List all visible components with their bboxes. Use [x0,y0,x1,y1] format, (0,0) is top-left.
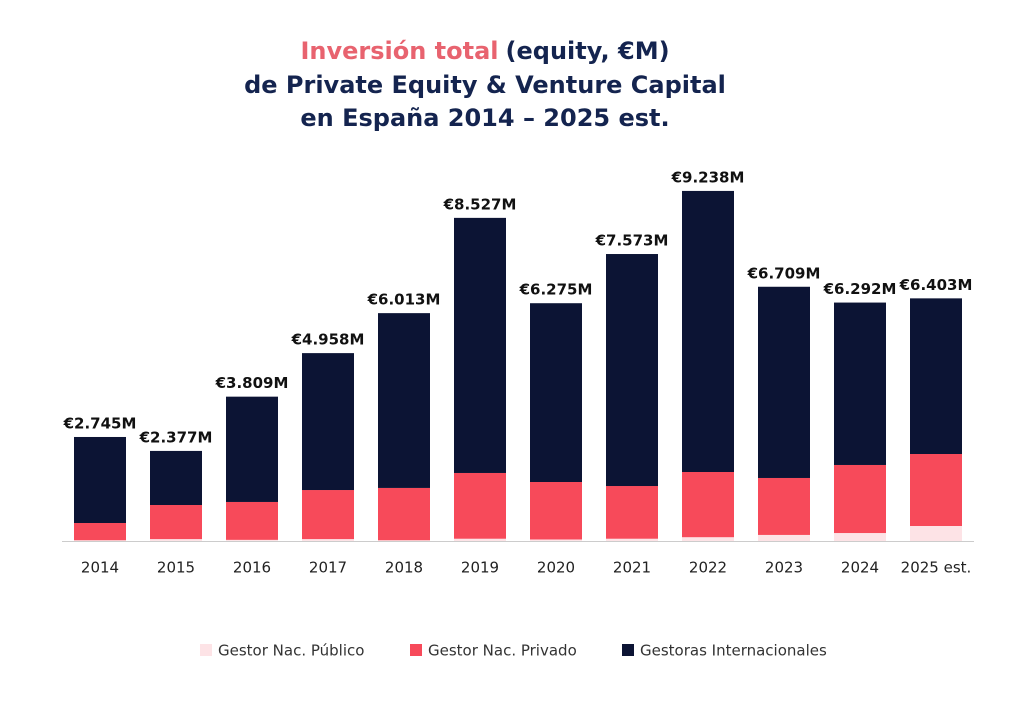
chart-title: Inversión total (equity, €M) [300,37,669,65]
bar-segment [150,450,202,505]
bar-segment [74,436,126,523]
x-tick-label: 2016 [233,559,271,577]
x-tick-label: 2018 [385,559,423,577]
bar-segment [682,471,734,538]
bar-segment [226,396,278,502]
bar-segment [150,539,202,541]
legend-label: Gestor Nac. Privado [428,642,577,660]
bar-segment [834,464,886,534]
chart-title: de Private Equity & Venture Capital [244,71,726,99]
bar-segment [834,533,886,541]
x-tick-label: 2015 [157,559,195,577]
bar-segment [150,505,202,540]
title-highlight: Inversión total [300,37,498,65]
bar-segment [834,302,886,465]
x-tick-label: 2023 [765,559,803,577]
total-label: €6.403M [899,276,973,294]
bar-segment [74,523,126,541]
bar-segment [606,486,658,539]
legend-swatch [200,644,212,656]
total-label: €8.527M [443,195,517,213]
bar-segment [454,472,506,539]
x-tick-label: 2020 [537,559,575,577]
total-label: €6.709M [747,264,821,282]
title-rest: (equity, €M) [506,37,670,65]
bar-segment [378,540,430,541]
legend-swatch [622,644,634,656]
total-label: €6.275M [519,281,593,299]
bar-segment [910,298,962,454]
legend-label: Gestoras Internacionales [640,642,827,660]
x-tick-label: 2021 [613,559,651,577]
total-label: €6.013M [367,291,441,309]
bar-segment [606,254,658,487]
bar-segment [226,501,278,540]
bar-segment [226,539,278,541]
bar-segment [910,525,962,541]
bar-segment [454,217,506,473]
bar-segment [758,477,810,535]
bar-segment [302,353,354,491]
x-tick-label: 2014 [81,559,119,577]
total-label: €9.238M [671,168,745,186]
bar-segment [758,286,810,478]
x-tick-label: 2019 [461,559,499,577]
bar-segment [454,538,506,541]
bar-segment [530,539,582,541]
bar-segment [910,453,962,526]
total-label: €2.377M [139,428,213,446]
x-tick-label: 2025 est. [901,559,972,577]
bar-segment [682,190,734,472]
total-label: €6.292M [823,280,897,298]
bar-segment [378,313,430,488]
legend-swatch [410,644,422,656]
bar-segment [74,540,126,541]
bar-segment [682,537,734,541]
bar-segment [302,490,354,540]
chart-title: en España 2014 – 2025 est. [300,104,669,132]
legend-label: Gestor Nac. Público [218,642,364,660]
bar-segment [530,303,582,482]
bar-segment [758,534,810,541]
total-label: €2.745M [63,414,137,432]
x-tick-label: 2024 [841,559,879,577]
total-label: €4.958M [291,331,365,349]
bar-segment [378,487,430,541]
bar-segment [530,481,582,540]
x-tick-label: 2017 [309,559,347,577]
total-label: €7.573M [595,232,669,250]
bar-segment [606,538,658,541]
total-label: €3.809M [215,374,289,392]
x-tick-label: 2022 [689,559,727,577]
bar-segment [302,539,354,541]
